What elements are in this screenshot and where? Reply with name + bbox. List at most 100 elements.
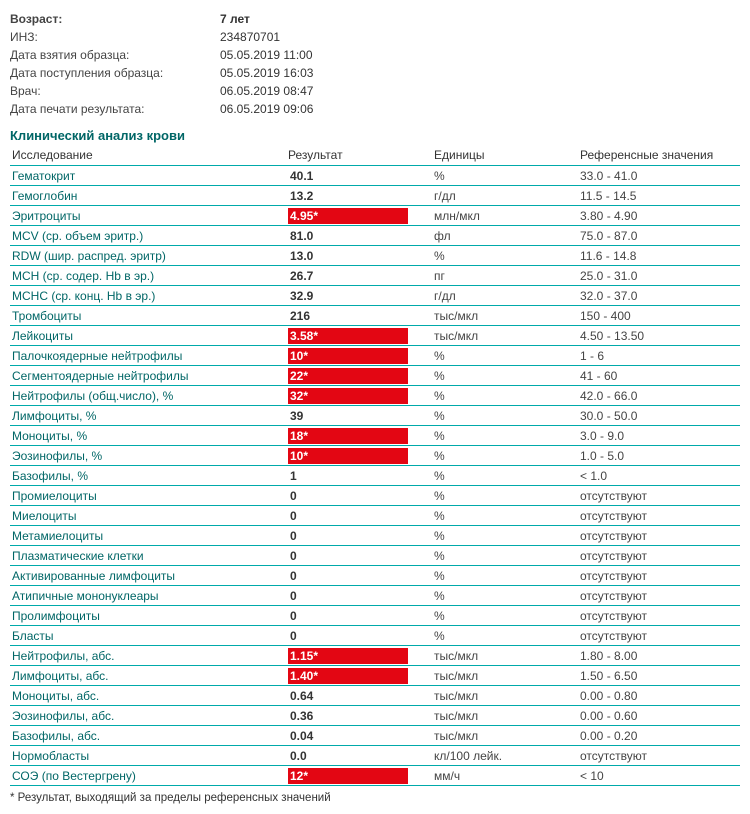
table-row: СОЭ (по Вестергрену)12*мм/ч< 10	[10, 766, 740, 786]
table-row: Гематокрит40.1%33.0 - 41.0	[10, 166, 740, 186]
section-title: Клинический анализ крови	[10, 128, 740, 143]
table-row: Промиелоциты0%отсутствуют	[10, 486, 740, 506]
meta-label: Возраст:	[10, 10, 220, 28]
cell-units: %	[432, 586, 578, 606]
result-flagged: 4.95*	[288, 208, 408, 224]
cell-units: %	[432, 386, 578, 406]
cell-units: млн/мкл	[432, 206, 578, 226]
result-value: 13.2	[288, 188, 384, 204]
table-row: Атипичные мононуклеары0%отсутствуют	[10, 586, 740, 606]
result-value: 0.0	[288, 748, 384, 764]
cell-result: 1.15*	[286, 646, 432, 666]
cell-result: 4.95*	[286, 206, 432, 226]
patient-meta: Возраст:7 летИНЗ:234870701Дата взятия об…	[10, 10, 740, 118]
cell-result: 10*	[286, 446, 432, 466]
cell-units: фл	[432, 226, 578, 246]
meta-row: Врач:06.05.2019 08:47	[10, 82, 740, 100]
cell-reference-range: 150 - 400	[578, 306, 740, 326]
cell-reference-range: 0.00 - 0.20	[578, 726, 740, 746]
table-row: Палочкоядерные нейтрофилы10*%1 - 6	[10, 346, 740, 366]
cell-analyte-name: Нормобласты	[10, 746, 286, 766]
table-row: Активированные лимфоциты0%отсутствуют	[10, 566, 740, 586]
cell-analyte-name: Активированные лимфоциты	[10, 566, 286, 586]
col-header-name: Исследование	[10, 145, 286, 166]
cell-result: 0.04	[286, 726, 432, 746]
cell-result: 216	[286, 306, 432, 326]
table-row: Базофилы, абс.0.04тыс/мкл0.00 - 0.20	[10, 726, 740, 746]
result-value: 0	[288, 568, 384, 584]
cell-result: 26.7	[286, 266, 432, 286]
cell-units: %	[432, 506, 578, 526]
table-header-row: Исследование Результат Единицы Референсн…	[10, 145, 740, 166]
table-row: Эритроциты4.95*млн/мкл3.80 - 4.90	[10, 206, 740, 226]
cell-reference-range: < 1.0	[578, 466, 740, 486]
result-value: 0	[288, 548, 384, 564]
cell-analyte-name: Лимфоциты, абс.	[10, 666, 286, 686]
table-row: Лейкоциты3.58*тыс/мкл4.50 - 13.50	[10, 326, 740, 346]
result-value: 0.64	[288, 688, 384, 704]
table-row: MCV (ср. объем эритр.)81.0фл75.0 - 87.0	[10, 226, 740, 246]
cell-units: мм/ч	[432, 766, 578, 786]
cell-reference-range: отсутствуют	[578, 746, 740, 766]
cell-reference-range: 11.5 - 14.5	[578, 186, 740, 206]
cell-analyte-name: MCH (ср. содер. Hb в эр.)	[10, 266, 286, 286]
cell-reference-range: 42.0 - 66.0	[578, 386, 740, 406]
table-row: Эозинофилы, %10*%1.0 - 5.0	[10, 446, 740, 466]
cell-units: пг	[432, 266, 578, 286]
table-row: Метамиелоциты0%отсутствуют	[10, 526, 740, 546]
result-value: 0.04	[288, 728, 384, 744]
meta-label: Врач:	[10, 82, 220, 100]
cell-analyte-name: Промиелоциты	[10, 486, 286, 506]
table-row: Миелоциты0%отсутствуют	[10, 506, 740, 526]
table-row: RDW (шир. распред. эритр)13.0%11.6 - 14.…	[10, 246, 740, 266]
cell-analyte-name: Нейтрофилы, абс.	[10, 646, 286, 666]
cell-result: 3.58*	[286, 326, 432, 346]
result-value: 0	[288, 508, 384, 524]
cell-result: 0.36	[286, 706, 432, 726]
cell-reference-range: 0.00 - 0.80	[578, 686, 740, 706]
cell-result: 1.40*	[286, 666, 432, 686]
cell-reference-range: 1.50 - 6.50	[578, 666, 740, 686]
cell-analyte-name: Лимфоциты, %	[10, 406, 286, 426]
cell-result: 18*	[286, 426, 432, 446]
cell-analyte-name: Плазматические клетки	[10, 546, 286, 566]
cell-units: г/дл	[432, 286, 578, 306]
cell-result: 0	[286, 546, 432, 566]
cell-analyte-name: Эозинофилы, абс.	[10, 706, 286, 726]
cell-result: 32.9	[286, 286, 432, 306]
cell-result: 10*	[286, 346, 432, 366]
meta-value: 234870701	[220, 28, 280, 46]
cell-analyte-name: Гематокрит	[10, 166, 286, 186]
cell-reference-range: 32.0 - 37.0	[578, 286, 740, 306]
cell-reference-range: отсутствуют	[578, 566, 740, 586]
cell-result: 81.0	[286, 226, 432, 246]
table-row: Лимфоциты, абс.1.40*тыс/мкл1.50 - 6.50	[10, 666, 740, 686]
cell-reference-range: 1.0 - 5.0	[578, 446, 740, 466]
result-flagged: 18*	[288, 428, 408, 444]
result-flagged: 32*	[288, 388, 408, 404]
cell-reference-range: отсутствуют	[578, 526, 740, 546]
cell-analyte-name: MCV (ср. объем эритр.)	[10, 226, 286, 246]
cell-reference-range: 11.6 - 14.8	[578, 246, 740, 266]
cell-result: 22*	[286, 366, 432, 386]
result-value: 0	[288, 608, 384, 624]
cell-units: %	[432, 346, 578, 366]
table-row: MCH (ср. содер. Hb в эр.)26.7пг25.0 - 31…	[10, 266, 740, 286]
result-flagged: 1.15*	[288, 648, 408, 664]
cell-reference-range: 0.00 - 0.60	[578, 706, 740, 726]
cell-analyte-name: RDW (шир. распред. эритр)	[10, 246, 286, 266]
cell-units: %	[432, 166, 578, 186]
result-value: 81.0	[288, 228, 384, 244]
cell-reference-range: отсутствуют	[578, 546, 740, 566]
cell-units: тыс/мкл	[432, 726, 578, 746]
cell-result: 12*	[286, 766, 432, 786]
cell-analyte-name: Моноциты, абс.	[10, 686, 286, 706]
meta-row: Дата поступления образца:05.05.2019 16:0…	[10, 64, 740, 82]
result-value: 40.1	[288, 168, 384, 184]
table-row: Сегментоядерные нейтрофилы22*%41 - 60	[10, 366, 740, 386]
meta-value: 7 лет	[220, 10, 250, 28]
cell-analyte-name: Атипичные мононуклеары	[10, 586, 286, 606]
cell-reference-range: 3.0 - 9.0	[578, 426, 740, 446]
cell-units: тыс/мкл	[432, 306, 578, 326]
cell-result: 0.64	[286, 686, 432, 706]
